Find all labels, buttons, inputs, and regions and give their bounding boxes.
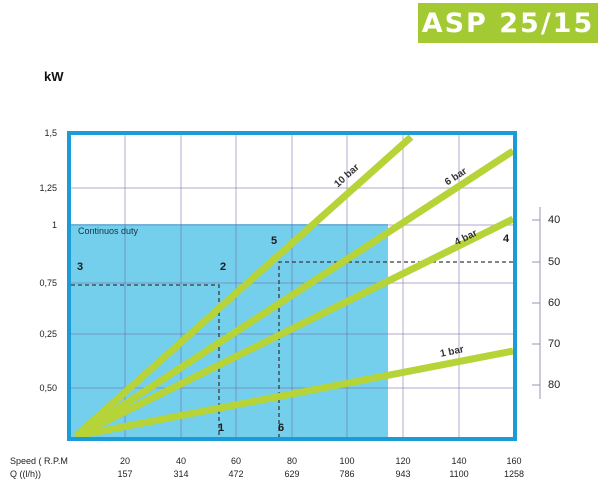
- curve-10bar: [73, 135, 414, 437]
- curve-1bar: [75, 347, 513, 437]
- model-badge-text: ASP 25/15: [421, 7, 595, 39]
- curve-4bar: [74, 215, 513, 437]
- dashed-guide-guide-high: [278, 261, 513, 437]
- dashed-guide-guide-low: [71, 284, 220, 437]
- model-badge: ASP 25/15: [418, 3, 598, 43]
- y-axis-unit-label: kW: [44, 69, 64, 84]
- chart-frame: [67, 131, 517, 441]
- curve-6bar: [74, 148, 513, 437]
